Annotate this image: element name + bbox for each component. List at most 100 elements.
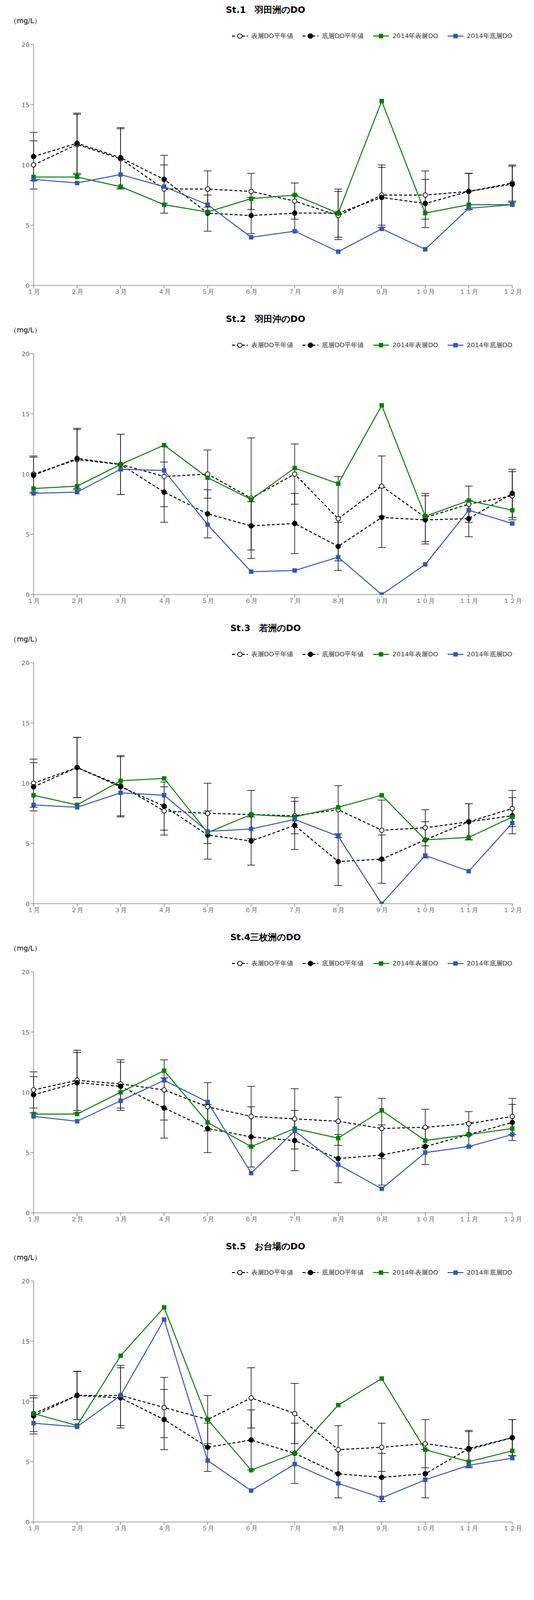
svg-text:１２月: １２月 xyxy=(502,596,523,605)
svg-text:15: 15 xyxy=(21,1336,30,1345)
svg-text:８月: ８月 xyxy=(331,596,345,605)
svg-text:６月: ６月 xyxy=(244,905,258,914)
svg-text:20: 20 xyxy=(21,349,30,358)
svg-text:0: 0 xyxy=(25,281,30,290)
html-text:表層DO平年値: 表層DO平年値 xyxy=(251,649,294,658)
html-text:底層DO平年値: 底層DO平年値 xyxy=(321,958,364,967)
svg-text:４月: ４月 xyxy=(157,287,171,296)
svg-text:5: 5 xyxy=(25,1148,30,1156)
svg-text:5: 5 xyxy=(25,221,30,229)
svg-text:２月: ２月 xyxy=(70,596,84,605)
svg-text:20: 20 xyxy=(21,1276,30,1285)
svg-text:15: 15 xyxy=(21,410,30,418)
svg-text:９月: ９月 xyxy=(375,287,388,296)
svg-text:１１月: １１月 xyxy=(458,905,479,914)
svg-text:20: 20 xyxy=(21,658,30,667)
svg-text:９月: ９月 xyxy=(375,596,388,605)
svg-text:３月: ３月 xyxy=(114,905,127,914)
svg-text:１１月: １１月 xyxy=(458,1214,479,1222)
html-text:底層DO平年値: 底層DO平年値 xyxy=(321,649,364,658)
html-text:St.3 若洲のDO: St.3 若洲のDO xyxy=(230,622,301,633)
html-text:（mg/L）: （mg/L） xyxy=(9,943,41,952)
svg-text:0: 0 xyxy=(25,590,30,599)
html-text:2014年底層DO: 2014年底層DO xyxy=(466,649,513,658)
svg-text:３月: ３月 xyxy=(114,1214,127,1222)
svg-text:5: 5 xyxy=(25,530,30,538)
svg-text:４月: ４月 xyxy=(157,1214,171,1222)
svg-text:１０月: １０月 xyxy=(415,1214,435,1222)
svg-text:１０月: １０月 xyxy=(415,905,435,914)
svg-text:２月: ２月 xyxy=(70,905,84,914)
svg-text:20: 20 xyxy=(21,967,30,976)
svg-text:20: 20 xyxy=(21,40,30,49)
html-text:St.5 お台場のDO: St.5 お台場のDO xyxy=(225,1240,306,1251)
svg-text:５月: ５月 xyxy=(201,905,215,914)
svg-text:５月: ５月 xyxy=(201,596,215,605)
svg-text:５月: ５月 xyxy=(201,287,215,296)
html-text:2014年表層DO: 2014年表層DO xyxy=(392,958,439,967)
html-text:（mg/L）: （mg/L） xyxy=(9,634,41,643)
svg-text:5: 5 xyxy=(25,1457,30,1465)
svg-text:７月: ７月 xyxy=(288,596,302,605)
html-text:2014年表層DO: 2014年表層DO xyxy=(392,649,439,658)
svg-text:５月: ５月 xyxy=(201,1523,215,1531)
svg-text:10: 10 xyxy=(21,161,30,169)
svg-text:１０月: １０月 xyxy=(415,1523,435,1531)
svg-text:９月: ９月 xyxy=(375,1523,388,1531)
svg-text:１月: １月 xyxy=(27,287,40,296)
svg-text:5: 5 xyxy=(25,839,30,847)
html-text:St.1 羽田洲のDO: St.1 羽田洲のDO xyxy=(225,4,306,15)
html-text:St.4三枚洲のDO: St.4三枚洲のDO xyxy=(230,931,301,942)
html-text:（mg/L）: （mg/L） xyxy=(9,325,41,334)
svg-text:５月: ５月 xyxy=(201,1214,215,1222)
svg-text:９月: ９月 xyxy=(375,905,388,914)
svg-text:７月: ７月 xyxy=(288,905,302,914)
svg-text:１０月: １０月 xyxy=(415,287,435,296)
svg-text:７月: ７月 xyxy=(288,1214,302,1222)
svg-text:10: 10 xyxy=(21,1088,30,1096)
svg-text:３月: ３月 xyxy=(114,1523,127,1531)
svg-text:４月: ４月 xyxy=(157,596,171,605)
svg-text:４月: ４月 xyxy=(157,1523,171,1531)
svg-text:１月: １月 xyxy=(27,596,40,605)
svg-text:10: 10 xyxy=(21,470,30,478)
svg-text:１１月: １１月 xyxy=(458,1523,479,1531)
svg-text:６月: ６月 xyxy=(244,1523,258,1531)
svg-text:６月: ６月 xyxy=(244,287,258,296)
svg-text:１２月: １２月 xyxy=(502,1523,523,1531)
svg-text:１１月: １１月 xyxy=(458,596,479,605)
svg-text:0: 0 xyxy=(25,1208,30,1217)
svg-text:15: 15 xyxy=(21,719,30,727)
svg-text:15: 15 xyxy=(21,101,30,109)
svg-text:２月: ２月 xyxy=(70,1523,84,1531)
svg-text:２月: ２月 xyxy=(70,1214,84,1222)
svg-text:0: 0 xyxy=(25,1517,30,1526)
html-text:St.2 羽田沖のDO: St.2 羽田沖のDO xyxy=(225,313,306,324)
svg-text:10: 10 xyxy=(21,779,30,787)
svg-text:６月: ６月 xyxy=(244,1214,258,1222)
svg-text:３月: ３月 xyxy=(114,287,127,296)
svg-text:１０月: １０月 xyxy=(415,596,435,605)
svg-text:２月: ２月 xyxy=(70,287,84,296)
svg-text:８月: ８月 xyxy=(331,1523,345,1531)
svg-text:１１月: １１月 xyxy=(458,287,479,296)
svg-text:１２月: １２月 xyxy=(502,905,523,914)
html-text:（mg/L）: （mg/L） xyxy=(9,16,41,25)
svg-text:９月: ９月 xyxy=(375,1214,388,1222)
svg-text:0: 0 xyxy=(25,899,30,908)
svg-text:８月: ８月 xyxy=(331,287,345,296)
html-text:表層DO平年値: 表層DO平年値 xyxy=(251,958,294,967)
svg-text:１２月: １２月 xyxy=(502,1214,523,1222)
svg-text:７月: ７月 xyxy=(288,287,302,296)
svg-text:４月: ４月 xyxy=(157,905,171,914)
svg-text:８月: ８月 xyxy=(331,1214,345,1222)
svg-text:10: 10 xyxy=(21,1397,30,1405)
svg-text:７月: ７月 xyxy=(288,1523,302,1531)
svg-text:１月: １月 xyxy=(27,905,40,914)
svg-text:６月: ６月 xyxy=(244,596,258,605)
svg-text:１２月: １２月 xyxy=(502,287,523,296)
html-text:2014年底層DO: 2014年底層DO xyxy=(466,958,513,967)
svg-text:３月: ３月 xyxy=(114,596,127,605)
svg-text:15: 15 xyxy=(21,1028,30,1036)
svg-text:８月: ８月 xyxy=(331,905,345,914)
